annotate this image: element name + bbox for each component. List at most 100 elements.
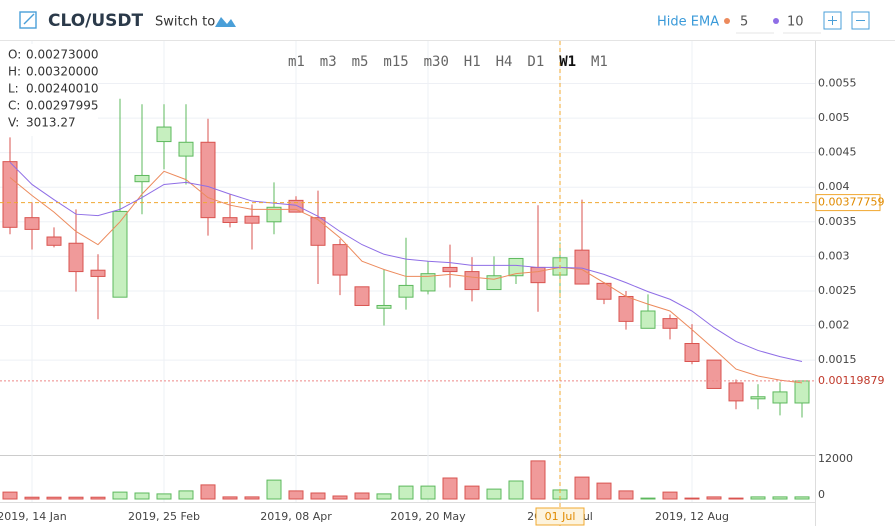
volume-bar: [266, 479, 282, 500]
x-tick-label: 2019, 25 Feb: [128, 510, 200, 523]
volume-bar: [178, 490, 194, 500]
candle-body: [706, 359, 722, 389]
timeframes: m1 m3 m5 m15 m30 H1 H4 D1 W1 M1: [288, 54, 608, 70]
volume-bar: [310, 492, 326, 500]
volume-bar: [68, 496, 84, 500]
timeframe-option[interactable]: H4: [496, 54, 513, 70]
ema-legend-label: 5: [740, 15, 748, 30]
volume-bar: [24, 496, 40, 500]
ema-line: [9, 170, 803, 384]
volume-bar: [332, 495, 348, 500]
volume-bar: [46, 496, 62, 500]
ohlc-value: 3013.27: [26, 116, 76, 130]
candle-body: [794, 380, 810, 404]
candle-body: [178, 141, 194, 157]
volume-bar: [596, 482, 612, 500]
ohlc-value: 0.00240010: [26, 82, 99, 96]
y-tick-label: 0.0045: [818, 146, 857, 159]
volume-bar: [222, 496, 238, 500]
volume-bar: [200, 484, 216, 500]
ohlc-info: O: 0.00273000 H: 0.00320000 L: 0.00240010 C: 0.…: [8, 48, 99, 130]
volume-bar: [728, 497, 744, 500]
volume-bar: [420, 485, 436, 500]
candle-body: [442, 266, 458, 273]
x-tick-label: 2019, 14 Jan: [0, 510, 67, 523]
timeframe-option[interactable]: m1: [288, 54, 305, 70]
volume-bar: [354, 492, 370, 500]
candle-body: [420, 273, 436, 292]
candle-body: [310, 217, 326, 246]
candle-body: [574, 249, 590, 285]
candle-body: [112, 210, 128, 298]
x-tick-label: 2019, 08 Apr: [260, 510, 332, 523]
candle-body: [200, 141, 216, 219]
volume-bar: [288, 490, 304, 500]
volume-bar: [794, 496, 810, 500]
candle-body: [662, 318, 678, 329]
ohlc-value: 0.00273000: [26, 48, 99, 62]
timeframe-option[interactable]: D1: [527, 54, 544, 70]
candle-body: [222, 217, 238, 223]
ohlc-value: 0.00320000: [26, 65, 99, 79]
ema-dot: [773, 18, 779, 24]
popout-icon[interactable]: [19, 11, 37, 29]
candle-body: [156, 126, 172, 143]
candle-body: [244, 215, 260, 224]
volume-bar: [684, 497, 700, 500]
volume-bar: [772, 496, 788, 500]
ohlc-label: H:: [8, 65, 21, 79]
ema-dot: [724, 18, 730, 24]
candle-body: [530, 266, 546, 284]
grid: 0.0015 0.002 0.0025 0.003 0.0035 0.004 0.0045 0…: [0, 41, 857, 523]
volume-bar: [2, 491, 18, 500]
y-tick-label: 0.0055: [818, 76, 857, 89]
ohlc-panel: [0, 44, 98, 136]
candle-body: [68, 242, 84, 273]
candle-body: [332, 244, 348, 276]
y-tick-label: 0.003: [818, 249, 850, 262]
timeframe-option[interactable]: m15: [383, 54, 408, 70]
icon-arrow[interactable]: [23, 13, 35, 25]
candle-body: [266, 206, 282, 223]
y-tick-label: 0.0015: [818, 353, 857, 366]
candle-body: [728, 382, 744, 402]
ohlc-label: L:: [8, 82, 19, 96]
plus-icon[interactable]: [828, 16, 837, 25]
timeframe-option[interactable]: H1: [464, 54, 481, 70]
volume-bar: [508, 480, 524, 500]
timeframe-option[interactable]: m5: [352, 54, 369, 70]
candle-body: [618, 295, 634, 322]
volume-bar: [618, 490, 634, 500]
icon-frame[interactable]: [19, 11, 37, 29]
timeframe-option[interactable]: m30: [424, 54, 449, 70]
pair-title: CLO/USDT: [48, 11, 144, 31]
switch-label[interactable]: Switch to: [155, 15, 215, 30]
candle-body: [640, 310, 656, 329]
crosshair-date-label: 01 Jul: [545, 510, 576, 523]
timeframe-option[interactable]: W1: [559, 54, 576, 70]
y-tick-label: 0.0035: [818, 215, 857, 228]
volume-bar: [112, 491, 128, 500]
timeframe-option[interactable]: m3: [320, 54, 337, 70]
volume-bar: [156, 493, 172, 500]
y-tick-label: 0.004: [818, 180, 850, 193]
volume-bar: [662, 491, 678, 500]
ema-line: [9, 161, 803, 362]
ohlc-label: C:: [8, 99, 20, 113]
volume-bar: [530, 460, 546, 500]
volume-bar: [640, 497, 656, 500]
candle-body: [288, 199, 304, 213]
candle-body: [354, 286, 370, 306]
switch-icon[interactable]: [215, 17, 236, 27]
timeframe-option[interactable]: M1: [591, 54, 608, 70]
ohlc-value: 0.00297995: [26, 99, 99, 113]
volume-bar: [134, 492, 150, 500]
ema-toggle[interactable]: Hide EMA: [657, 15, 719, 30]
y-tick-label: 0.002: [818, 319, 850, 332]
volume-bar: [442, 477, 458, 500]
candle-body: [134, 174, 150, 183]
y-tick-label: 0.005: [818, 111, 850, 124]
